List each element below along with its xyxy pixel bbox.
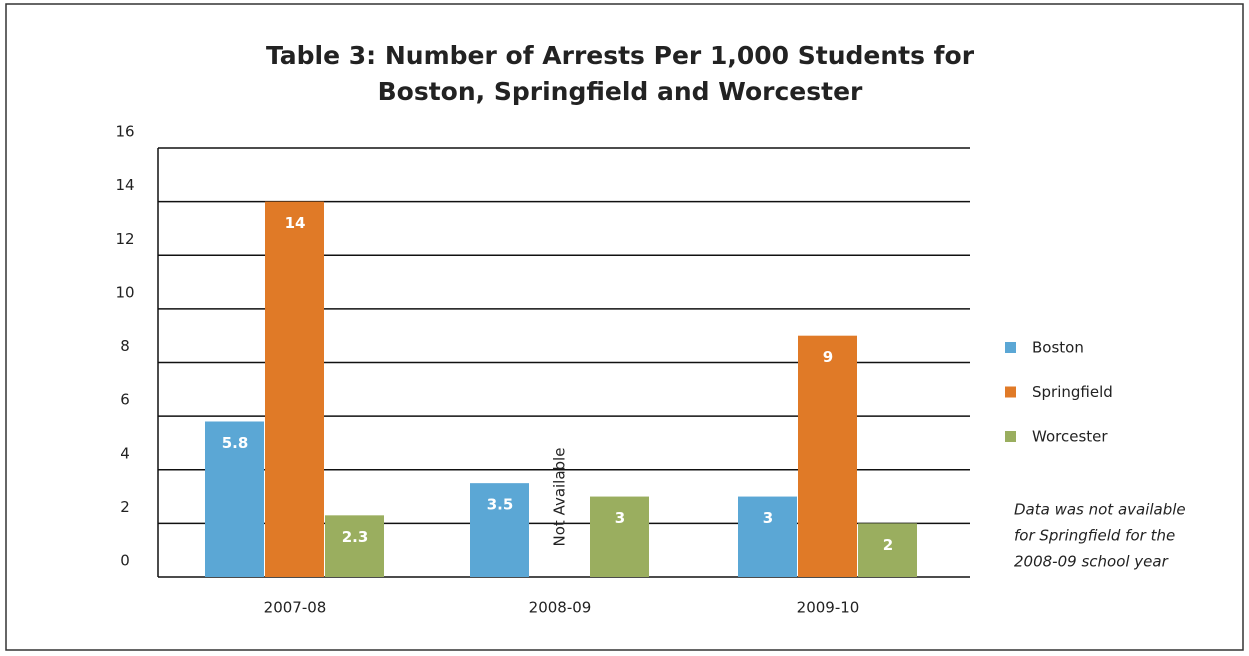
bar xyxy=(325,515,384,577)
data-label: 3 xyxy=(615,509,625,527)
legend-label: Worcester xyxy=(1032,428,1108,446)
data-label: 3.5 xyxy=(487,496,514,514)
annotation: Not Available xyxy=(551,448,569,547)
bar xyxy=(470,483,529,577)
y-tick-label: 10 xyxy=(115,283,134,301)
bar xyxy=(738,496,797,577)
legend-label: Springfield xyxy=(1032,383,1113,401)
data-label: 5.8 xyxy=(222,434,249,452)
data-label: 3 xyxy=(763,509,773,527)
y-tick-label: 0 xyxy=(120,552,130,570)
note: 2008-09 school year xyxy=(1014,553,1169,571)
legend-swatch xyxy=(1005,431,1016,442)
bar xyxy=(798,335,857,577)
chart-title: Table 3: Number of Arrests Per 1,000 Stu… xyxy=(266,41,975,70)
x-tick-label: 2008-09 xyxy=(529,599,592,617)
y-tick-label: 16 xyxy=(115,123,134,141)
legend-swatch xyxy=(1005,342,1016,353)
y-tick-label: 12 xyxy=(115,230,134,248)
bar xyxy=(265,201,324,577)
legend-swatch xyxy=(1005,386,1016,398)
note: Data was not available xyxy=(1014,501,1186,519)
x-tick-label: 2007-08 xyxy=(264,599,327,617)
y-tick-label: 6 xyxy=(120,391,130,409)
y-tick-label: 8 xyxy=(120,337,130,355)
frame xyxy=(5,3,1244,651)
data-label: 2.3 xyxy=(342,528,369,546)
y-tick-label: 4 xyxy=(120,444,130,462)
y-tick-label: 2 xyxy=(120,498,130,516)
chart-title: Boston, Springfield and Worcester xyxy=(378,77,863,106)
y-tick-label: 14 xyxy=(115,176,134,194)
x-tick-label: 2009-10 xyxy=(797,599,860,617)
bar xyxy=(590,496,649,577)
data-label: 14 xyxy=(285,214,306,232)
data-label: 9 xyxy=(823,348,833,366)
bar xyxy=(205,421,264,577)
legend-label: Boston xyxy=(1032,339,1084,357)
note: for Springfield for the xyxy=(1014,527,1175,545)
bar xyxy=(858,523,917,577)
data-label: 2 xyxy=(883,536,893,554)
